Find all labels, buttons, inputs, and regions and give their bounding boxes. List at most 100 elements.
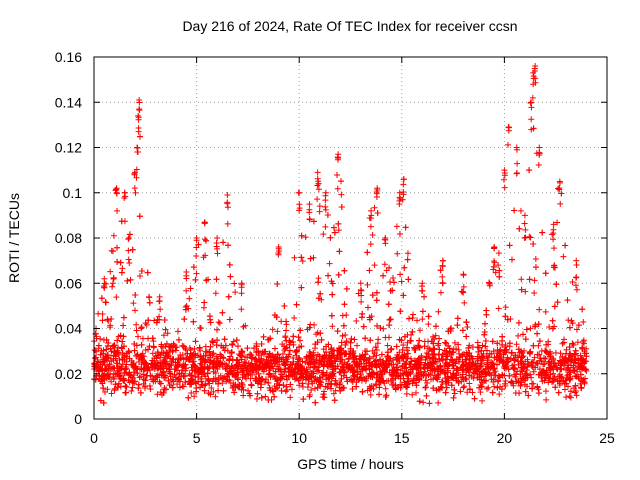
data-point bbox=[409, 380, 416, 387]
data-point bbox=[342, 331, 349, 338]
data-point bbox=[460, 361, 467, 368]
data-point bbox=[167, 355, 174, 362]
data-point bbox=[419, 308, 426, 315]
data-point bbox=[376, 356, 383, 363]
data-point bbox=[293, 301, 300, 308]
data-point bbox=[459, 327, 466, 334]
data-point bbox=[340, 322, 347, 329]
data-point bbox=[513, 341, 520, 348]
data-point bbox=[500, 176, 507, 183]
data-point bbox=[287, 394, 294, 401]
data-point bbox=[525, 392, 532, 399]
data-point bbox=[252, 355, 259, 362]
data-point bbox=[565, 383, 572, 390]
data-point bbox=[295, 356, 302, 363]
data-point bbox=[154, 349, 161, 356]
data-point bbox=[422, 384, 429, 391]
data-point bbox=[405, 375, 412, 382]
data-point bbox=[403, 390, 410, 397]
data-point bbox=[463, 356, 470, 363]
data-point bbox=[282, 388, 289, 395]
data-point bbox=[376, 391, 383, 398]
data-point bbox=[515, 378, 522, 385]
data-point bbox=[274, 351, 281, 358]
data-point bbox=[314, 175, 321, 182]
data-point bbox=[521, 212, 528, 219]
data-point bbox=[146, 299, 153, 306]
data-point bbox=[377, 325, 384, 332]
data-point bbox=[555, 185, 562, 192]
data-point bbox=[316, 208, 323, 215]
data-point bbox=[348, 335, 355, 342]
data-point bbox=[214, 365, 221, 372]
data-point bbox=[469, 389, 476, 396]
data-point bbox=[360, 323, 367, 330]
data-point bbox=[344, 378, 351, 385]
data-point bbox=[332, 377, 339, 384]
data-point bbox=[133, 342, 140, 349]
data-point bbox=[459, 358, 466, 365]
data-point bbox=[329, 362, 336, 369]
data-point bbox=[122, 383, 129, 390]
data-point bbox=[120, 343, 127, 350]
data-point bbox=[384, 349, 391, 356]
data-point bbox=[443, 348, 450, 355]
data-point bbox=[321, 352, 328, 359]
data-point bbox=[369, 374, 376, 381]
data-point bbox=[299, 373, 306, 380]
data-point bbox=[114, 365, 121, 372]
data-point bbox=[448, 382, 455, 389]
data-point bbox=[312, 399, 319, 406]
data-point bbox=[464, 353, 471, 360]
data-point bbox=[371, 350, 378, 357]
data-point bbox=[181, 316, 188, 323]
data-point bbox=[551, 375, 558, 382]
data-point bbox=[394, 352, 401, 359]
data-point bbox=[570, 362, 577, 369]
data-point bbox=[572, 274, 579, 281]
data-point bbox=[343, 338, 350, 345]
data-point bbox=[103, 336, 110, 343]
data-point bbox=[115, 380, 122, 387]
data-point bbox=[553, 281, 560, 288]
data-point bbox=[478, 347, 485, 354]
data-point bbox=[239, 348, 246, 355]
data-point bbox=[119, 350, 126, 357]
data-point bbox=[120, 314, 127, 321]
data-point bbox=[126, 349, 133, 356]
data-point bbox=[573, 262, 580, 269]
data-point bbox=[436, 363, 443, 370]
data-point bbox=[237, 351, 244, 358]
data-point bbox=[111, 348, 118, 355]
data-point bbox=[253, 365, 260, 372]
data-point bbox=[315, 279, 322, 286]
data-point bbox=[522, 336, 529, 343]
data-point bbox=[543, 341, 550, 348]
data-point bbox=[484, 363, 491, 370]
data-point bbox=[345, 355, 352, 362]
data-point bbox=[339, 356, 346, 363]
data-point bbox=[201, 236, 208, 243]
data-point bbox=[126, 260, 133, 267]
data-point bbox=[411, 347, 418, 354]
data-point bbox=[366, 314, 373, 321]
data-point bbox=[431, 366, 438, 373]
data-point bbox=[427, 371, 434, 378]
data-point bbox=[409, 314, 416, 321]
data-point bbox=[554, 219, 561, 226]
data-point bbox=[560, 253, 567, 260]
data-point bbox=[402, 224, 409, 231]
data-point bbox=[541, 377, 548, 384]
data-point bbox=[490, 266, 497, 273]
data-point bbox=[455, 341, 462, 348]
data-point bbox=[528, 359, 535, 366]
data-point bbox=[492, 269, 499, 276]
data-point bbox=[99, 317, 106, 324]
data-point bbox=[95, 342, 102, 349]
data-point bbox=[160, 360, 167, 367]
data-point bbox=[120, 333, 127, 340]
data-point bbox=[389, 287, 396, 294]
data-point bbox=[175, 356, 182, 363]
data-point bbox=[508, 349, 515, 356]
data-point bbox=[142, 377, 149, 384]
